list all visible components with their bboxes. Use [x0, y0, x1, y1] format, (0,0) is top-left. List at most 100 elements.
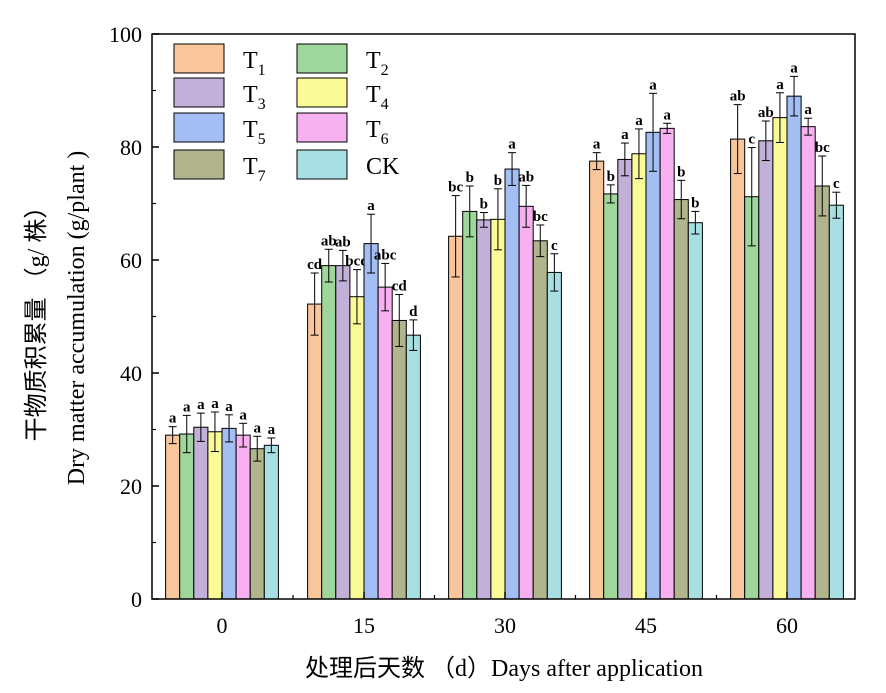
bar [645, 131, 661, 600]
significance-label: bc [533, 209, 548, 225]
bar [603, 193, 619, 600]
significance-label: c [748, 132, 755, 148]
bar [532, 240, 548, 600]
bar [462, 210, 478, 600]
significance-label: a [268, 422, 276, 438]
bar [405, 334, 421, 600]
legend-label: T5 [243, 117, 266, 148]
legend-label-subscript: 6 [381, 131, 389, 148]
y-tick-label: 60 [120, 248, 142, 273]
significance-label: a [254, 420, 262, 436]
bar [631, 153, 647, 600]
bar [589, 160, 605, 600]
legend-label: T4 [366, 82, 389, 113]
bar [193, 426, 209, 600]
significance-label: a [225, 399, 233, 415]
bar [687, 222, 703, 600]
legend-label-subscript: 3 [258, 96, 266, 113]
bar [391, 319, 407, 600]
y-axis-title-cn: 干物质积累量 （g/ 株） [23, 195, 50, 442]
x-axis-title: 处理后天数 （d）Days after application [305, 655, 703, 682]
bar [490, 218, 506, 600]
bar [800, 126, 816, 600]
bar [786, 95, 802, 600]
legend-label: T1 [243, 48, 266, 79]
bar [179, 433, 195, 600]
bar [321, 265, 337, 600]
bar [207, 431, 223, 600]
bar [476, 219, 492, 600]
legend-label-subscript: 1 [258, 62, 266, 79]
bar [546, 271, 562, 600]
significance-label: b [677, 164, 685, 180]
x-tick-label: 60 [776, 613, 798, 638]
legend-swatch [173, 149, 225, 180]
bar [335, 265, 351, 600]
legend-label-subscript: 5 [258, 131, 266, 148]
bar [772, 117, 788, 600]
bar [504, 168, 520, 600]
bar [617, 158, 633, 600]
y-tick-label: 0 [131, 587, 142, 612]
bar [363, 243, 379, 600]
significance-label: c [551, 238, 558, 254]
significance-label: ab [518, 169, 534, 185]
significance-label: b [691, 195, 699, 211]
significance-label: b [607, 169, 615, 185]
bar [659, 127, 675, 600]
bar [377, 286, 393, 600]
significance-label: bc [815, 140, 830, 156]
significance-label: a [169, 411, 177, 427]
legend-label: T3 [243, 82, 266, 113]
significance-label: a [790, 60, 798, 76]
significance-label: a [367, 198, 375, 214]
significance-label: a [776, 77, 784, 93]
y-tick-label: 20 [120, 474, 142, 499]
legend-label: T7 [243, 154, 266, 185]
legend-label-subscript: 2 [381, 62, 389, 79]
significance-label: b [480, 197, 488, 213]
bar [349, 296, 365, 600]
legend-swatch [173, 43, 225, 74]
significance-label: a [508, 137, 516, 153]
significance-label: a [649, 77, 657, 93]
bar [814, 185, 830, 600]
significance-label: cd [307, 257, 323, 273]
x-tick-label: 45 [635, 613, 657, 638]
bar [235, 434, 251, 600]
significance-label: ab [730, 89, 746, 105]
significance-label: c [833, 176, 840, 192]
significance-label: a [211, 396, 219, 412]
significance-label: d [409, 304, 418, 320]
bar [758, 140, 774, 600]
bar [221, 427, 237, 600]
y-tick-label: 100 [109, 22, 142, 47]
y-tick-label: 40 [120, 361, 142, 386]
significance-label: a [239, 407, 247, 423]
bar [263, 444, 279, 600]
bar [744, 196, 760, 600]
bar [307, 303, 323, 600]
y-tick-label: 80 [120, 135, 142, 160]
significance-label: bc [448, 180, 463, 196]
x-tick-label: 30 [494, 613, 516, 638]
significance-label: a [183, 399, 191, 415]
significance-label: a [804, 102, 812, 118]
bar [730, 138, 746, 600]
significance-label: b [494, 173, 502, 189]
significance-label: ab [335, 234, 351, 250]
legend-swatch [173, 112, 225, 143]
significance-label: a [635, 113, 643, 129]
significance-label: ab [321, 233, 337, 249]
x-tick-label: 0 [217, 613, 228, 638]
significance-label: b [466, 170, 474, 186]
legend-label-subscript: 7 [258, 168, 266, 185]
legend-label: T6 [366, 117, 389, 148]
legend-swatch [173, 77, 225, 108]
significance-label: a [621, 127, 629, 143]
significance-label: a [197, 397, 205, 413]
legend-swatch [296, 112, 348, 143]
